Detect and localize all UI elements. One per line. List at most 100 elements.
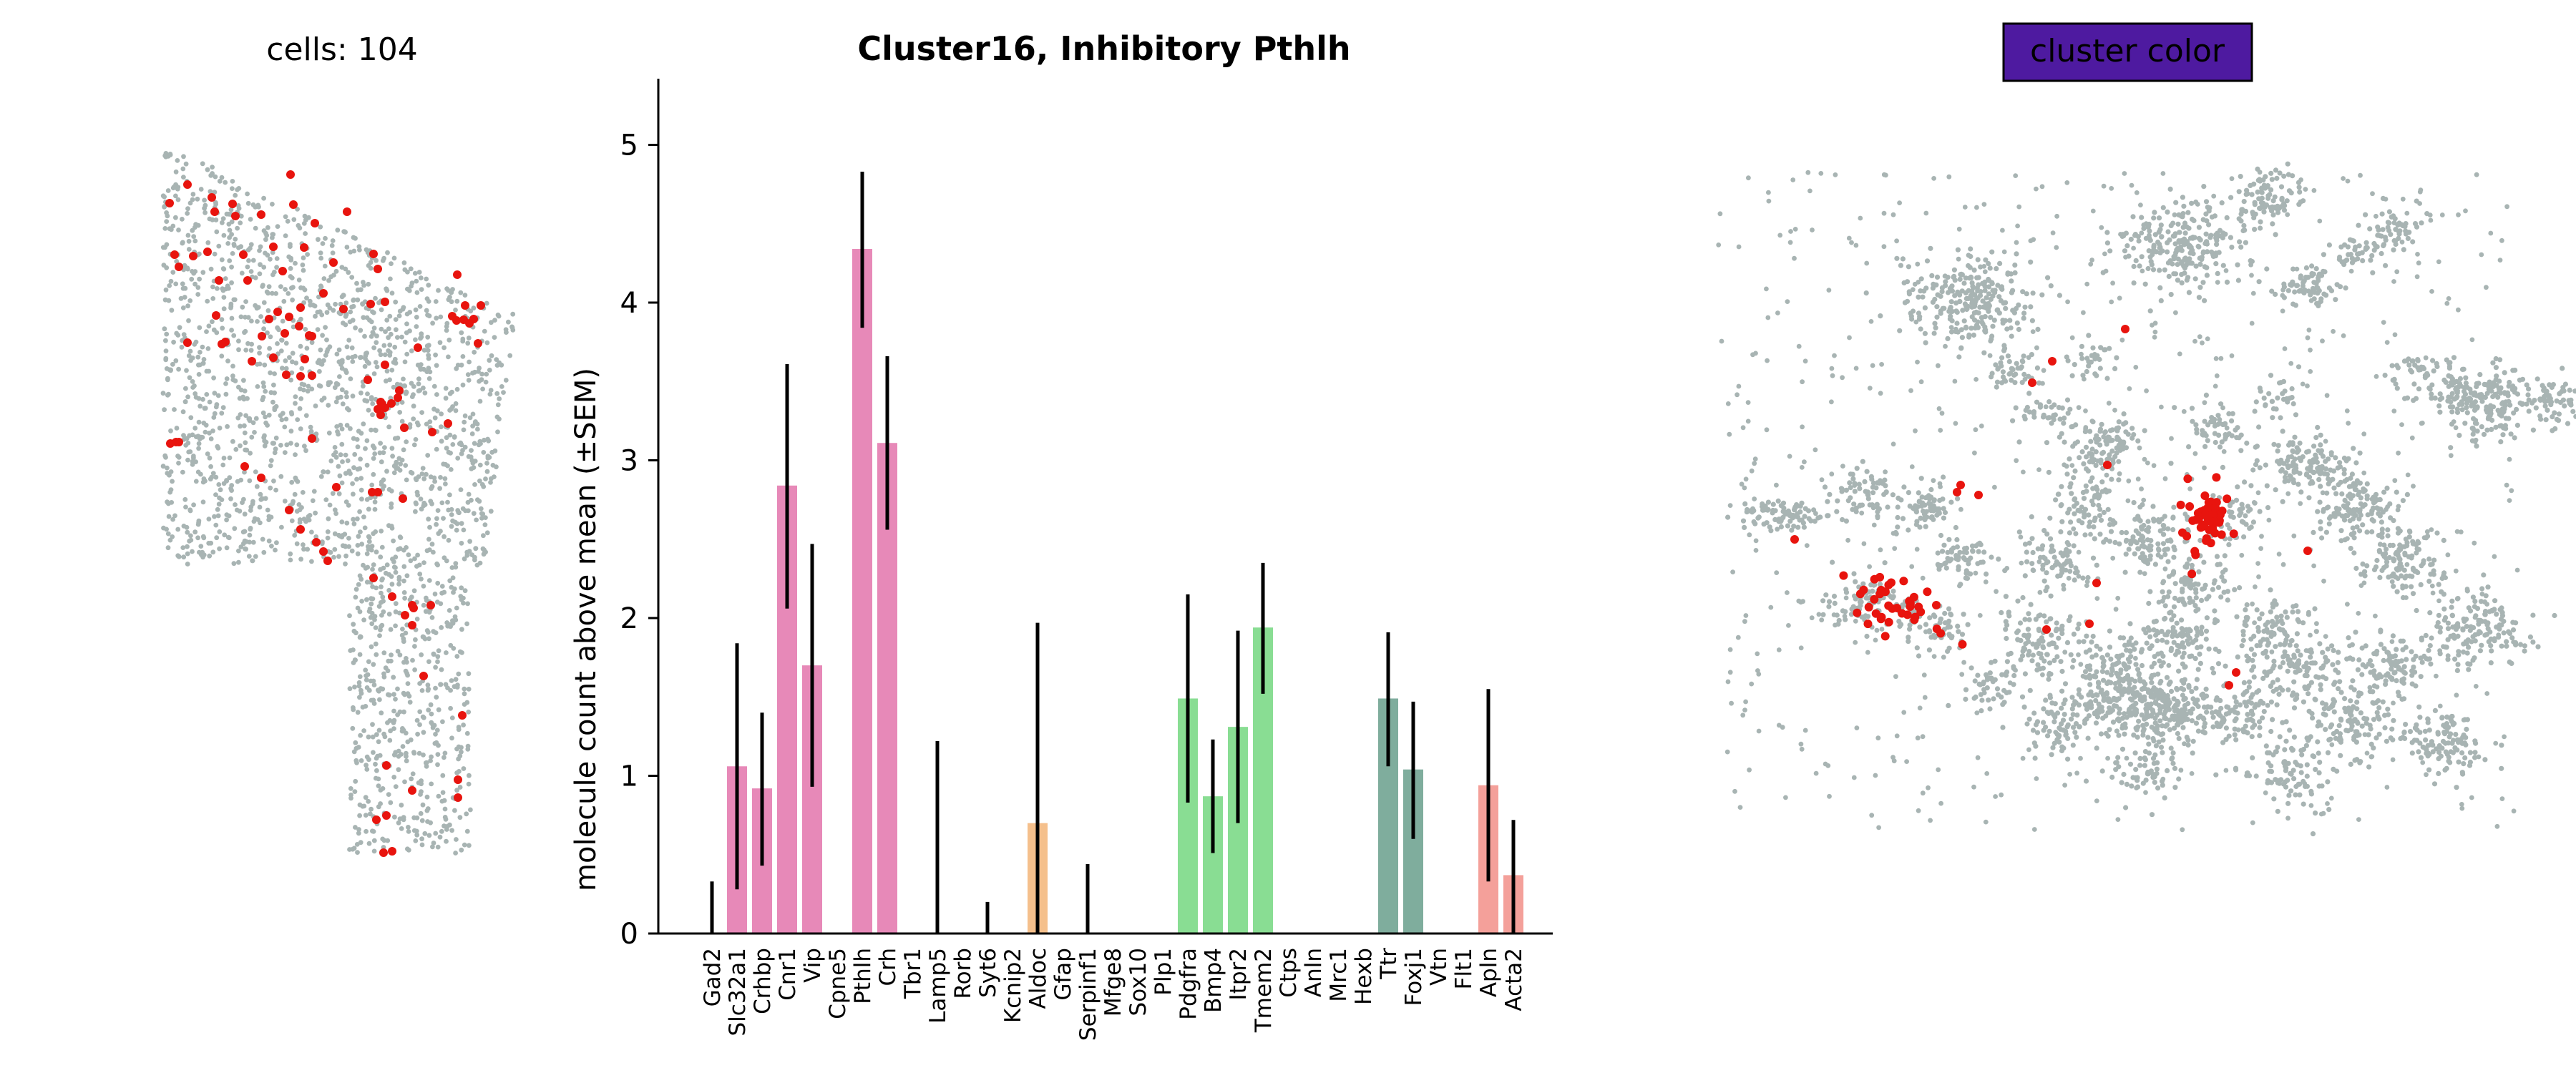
embedding-cell	[2093, 449, 2099, 455]
spatial-cell	[250, 558, 255, 564]
spatial-cell	[443, 816, 449, 822]
spatial-cell	[245, 248, 251, 253]
spatial-cell	[401, 260, 407, 265]
embedding-cell	[2072, 496, 2077, 503]
embedding-cell	[2094, 562, 2099, 568]
spatial-cell	[464, 730, 470, 736]
embedding-cell	[2142, 681, 2148, 687]
embedding-cell	[2103, 536, 2109, 543]
embedding-cell	[2180, 195, 2185, 200]
spatial-cell	[308, 303, 313, 308]
spatial-cell	[326, 516, 331, 521]
spatial-cell	[297, 406, 303, 411]
embedding-cell	[2379, 567, 2385, 574]
spatial-cell	[187, 508, 193, 514]
spatial-cell	[209, 474, 215, 480]
embedding-cell	[2350, 678, 2356, 684]
spatial-cell	[419, 652, 424, 657]
spatial-cell	[288, 377, 293, 383]
spatial-cell	[494, 464, 499, 470]
embedding-cell	[2004, 326, 2010, 332]
spatial-cell	[419, 688, 425, 693]
embedding-cell	[2306, 449, 2311, 454]
spatial-cell	[389, 582, 395, 587]
embedding-cell	[2180, 589, 2185, 594]
spatial-cell	[280, 411, 286, 416]
embedding-cell	[2093, 720, 2099, 726]
spatial-cell	[329, 242, 335, 248]
spatial-cell	[302, 213, 308, 219]
spatial-cell	[363, 704, 369, 709]
embedding-cell	[2463, 381, 2469, 386]
embedding-cell	[2034, 365, 2040, 371]
spatial-cell	[401, 447, 406, 453]
embedding-cell	[2102, 695, 2107, 701]
embedding-cell	[2196, 295, 2202, 300]
embedding-cell	[2448, 445, 2454, 451]
spatial-cell	[444, 324, 449, 329]
spatial-cell	[434, 408, 440, 413]
embedding-cell	[2081, 639, 2087, 645]
embedding-cell	[2133, 662, 2139, 667]
spatial-cell	[428, 474, 434, 480]
spatial-cell-highlight	[319, 547, 328, 556]
spatial-cell	[173, 358, 179, 363]
spatial-cell	[426, 536, 431, 542]
spatial-cell	[371, 662, 376, 667]
spatial-cell	[403, 668, 409, 674]
embedding-cell	[2304, 672, 2310, 679]
embedding-cell	[2094, 692, 2100, 698]
spatial-cell	[273, 547, 278, 553]
spatial-cell	[235, 187, 240, 192]
spatial-cell	[448, 687, 453, 693]
spatial-cell	[220, 220, 225, 225]
spatial-cell	[270, 399, 275, 405]
spatial-cell	[166, 514, 172, 519]
spatial-cell	[229, 264, 234, 270]
spatial-cell	[440, 773, 446, 778]
embedding-cell	[2290, 609, 2296, 615]
embedding-cell	[2224, 279, 2230, 285]
spatial-cell	[231, 242, 237, 247]
spatial-cell	[425, 453, 431, 458]
embedding-cell	[2050, 414, 2056, 421]
embedding-cell	[2223, 663, 2228, 669]
spatial-cell	[366, 281, 371, 287]
spatial-cell	[395, 649, 401, 654]
embedding-cell	[1978, 289, 1984, 295]
embedding-cell	[2053, 628, 2059, 634]
embedding-cell	[2383, 263, 2389, 268]
embedding-cell	[2345, 244, 2351, 250]
spatial-cell	[396, 610, 402, 616]
embedding-cell	[2037, 404, 2043, 410]
embedding-cell	[2004, 622, 2010, 628]
spatial-cell	[313, 534, 319, 539]
spatial-cell	[350, 393, 356, 399]
spatial-cell	[187, 200, 193, 206]
spatial-cell	[454, 746, 459, 752]
embedding-cell	[2376, 549, 2383, 554]
spatial-cell	[162, 226, 168, 231]
spatial-cell	[363, 353, 369, 358]
spatial-cell	[212, 391, 218, 396]
spatial-cell	[246, 258, 251, 263]
spatial-cell-highlight	[212, 311, 220, 320]
spatial-cell	[300, 263, 306, 268]
spatial-cell	[338, 452, 343, 458]
spatial-cell	[162, 326, 167, 332]
embedding-cell	[2346, 635, 2351, 641]
embedding-cell	[2349, 471, 2355, 477]
embedding-cell	[2321, 291, 2327, 297]
spatial-cell	[373, 625, 379, 630]
spatial-cell	[202, 197, 207, 203]
embedding-cell	[2384, 547, 2389, 552]
spatial-cell	[444, 838, 449, 844]
spatial-cell	[483, 476, 488, 481]
spatial-cell	[217, 529, 223, 534]
embedding-cell	[2136, 672, 2142, 677]
spatial-cell	[213, 522, 219, 528]
spatial-cell	[429, 542, 435, 547]
embedding-cell	[2446, 394, 2451, 400]
embedding-cell	[2274, 175, 2280, 181]
embedding-cell	[2029, 658, 2035, 664]
